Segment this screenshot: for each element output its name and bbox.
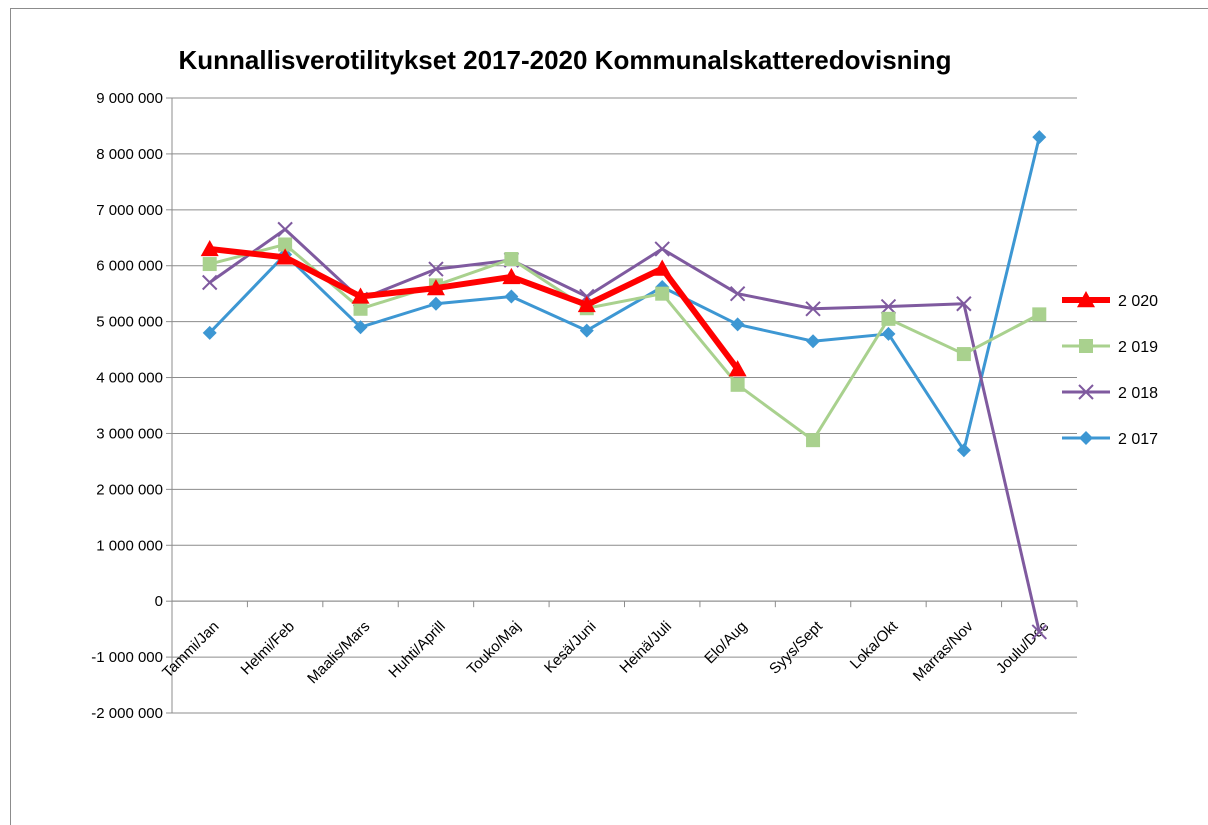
triangle-marker (276, 248, 295, 265)
x-marker (428, 261, 444, 277)
triangle-marker (502, 267, 521, 285)
legend-label: 2 019 (1118, 339, 1158, 356)
diamond-marker (504, 289, 519, 304)
y-tick-label: 8 000 000 (96, 146, 163, 163)
x-marker (202, 274, 218, 291)
x-marker (1031, 624, 1047, 640)
series-line (208, 136, 1041, 452)
x-tick-label: Loka/Okt (847, 617, 902, 672)
legend-item: 2 017 (1062, 431, 1158, 448)
series-line (209, 245, 741, 371)
square-marker (353, 301, 368, 316)
series-line (209, 242, 1040, 442)
diamond-marker (730, 317, 745, 332)
gridlines (172, 97, 1077, 714)
y-tick-label: 1 000 000 (96, 537, 163, 554)
square-marker (655, 286, 670, 301)
x-tick-label: Maalis/Mars (304, 618, 373, 687)
triangle-marker (653, 259, 672, 276)
triangle-marker (351, 287, 370, 304)
x-marker (277, 221, 293, 238)
legend-label: 2 018 (1118, 385, 1158, 402)
y-tick-label: 7 000 000 (96, 202, 163, 219)
x-tick-label: Heinä/Juli (616, 618, 675, 677)
triangle-marker (1077, 291, 1095, 308)
diamond-marker (1079, 431, 1093, 445)
series-2017 (202, 130, 1047, 458)
series-2020 (200, 239, 747, 377)
x-tick-label: Tammi/Jan (159, 618, 222, 681)
square-marker (278, 237, 293, 252)
y-tick-label: 3 000 000 (96, 425, 163, 442)
y-tick-label: 0 (155, 593, 163, 610)
x-tick-label: Huhti/Aprill (385, 618, 448, 681)
x-marker (654, 241, 670, 257)
y-tick-label: 5 000 000 (96, 314, 163, 331)
y-tick-label: 9 000 000 (96, 90, 163, 107)
legend-label: 2 020 (1118, 293, 1158, 310)
y-tick-label: -2 000 000 (91, 705, 163, 722)
square-marker (1079, 339, 1093, 353)
x-tick-label: Helmi/Feb (238, 618, 298, 678)
x-marker (1078, 384, 1094, 400)
legend-item: 2 018 (1062, 384, 1158, 402)
square-marker (504, 252, 519, 267)
square-marker (956, 347, 971, 362)
diamond-marker (1032, 130, 1047, 145)
y-tick-label: -1 000 000 (91, 649, 163, 666)
legend-label: 2 017 (1118, 431, 1158, 448)
series (200, 130, 1047, 640)
y-tick-label: 2 000 000 (96, 481, 163, 498)
square-marker (730, 377, 745, 392)
chart-title: Kunnallisverotilitykset 2017-2020 Kommun… (178, 45, 952, 75)
x-tick-label: Kesä/Juni (541, 618, 600, 677)
x-marker (956, 296, 972, 312)
diamond-marker (881, 326, 896, 341)
y-axis-ticks: -2 000 000 -1 000 000 0 1 000 000 2 000 000 3… (91, 90, 163, 722)
series-2019 (202, 237, 1047, 448)
y-tick-label: 6 000 000 (96, 258, 163, 275)
chart-frame (10, 8, 1208, 825)
legend-item: 2 019 (1062, 339, 1158, 356)
x-axis-ticks: Tammi/Jan Helmi/Feb Maalis/Mars Huhti/April… (159, 617, 1052, 687)
triangle-marker (577, 295, 596, 313)
diamond-marker (579, 323, 594, 338)
diamond-marker (806, 334, 821, 349)
legend-item: 2 020 (1062, 291, 1158, 310)
diamond-marker (428, 296, 443, 311)
legend: 2 020 2 019 2 018 2 017 (1062, 291, 1158, 448)
x-tick-label: Syys/Sept (766, 617, 826, 677)
triangle-marker (426, 279, 445, 296)
x-marker (880, 298, 897, 315)
diamond-marker (956, 443, 971, 458)
y-tick-label: 4 000 000 (96, 370, 163, 387)
x-tick-label: Touko/Maj (464, 618, 524, 678)
axes (166, 97, 1078, 714)
x-marker (805, 301, 821, 317)
square-marker (806, 433, 821, 448)
square-marker (202, 257, 217, 272)
x-tick-label: Elo/Aug (701, 618, 750, 667)
triangle-marker (200, 239, 219, 257)
x-tick-label: Marras/Nov (910, 618, 977, 685)
triangle-marker (728, 360, 747, 377)
x-marker (729, 285, 746, 302)
square-marker (1032, 307, 1047, 322)
diamond-marker (353, 320, 368, 335)
square-marker (881, 311, 896, 326)
diamond-marker (202, 325, 217, 340)
